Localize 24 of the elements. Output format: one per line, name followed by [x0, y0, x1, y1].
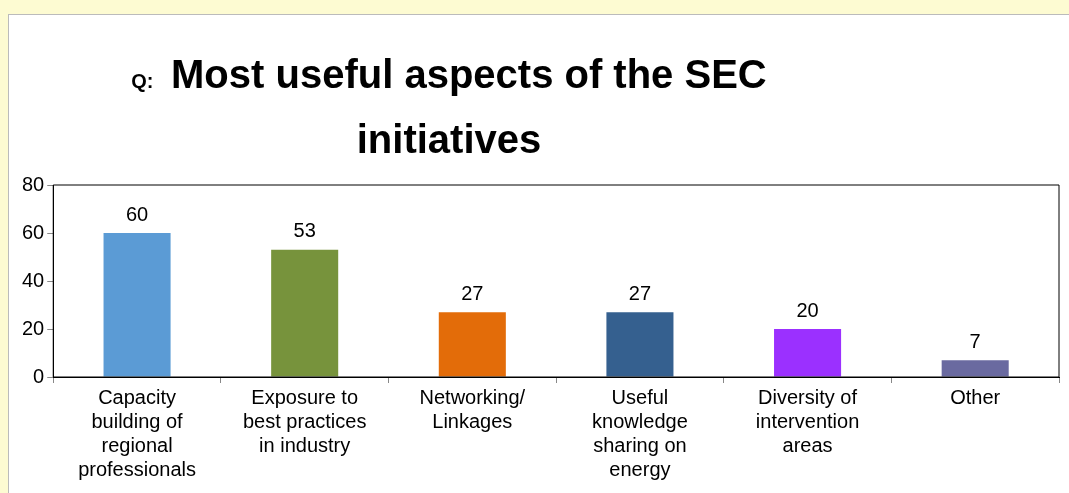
bar: [941, 360, 1009, 377]
y-tick-label: 40: [22, 268, 45, 291]
bar: [606, 312, 674, 377]
data-label: 27: [628, 281, 652, 304]
x-tick-label: Exposure to best practices in industry: [242, 385, 367, 456]
bar: [271, 249, 339, 377]
data-label: 60: [125, 202, 149, 225]
y-tick-label: 60: [22, 220, 45, 243]
data-label: 20: [796, 298, 819, 321]
x-tick-label: Networking/ Linkages: [419, 385, 526, 432]
y-tick-label: 80: [22, 172, 45, 195]
bar: [103, 233, 171, 377]
data-label: 53: [293, 219, 316, 242]
bar: [774, 329, 842, 377]
data-label: 27: [461, 281, 484, 304]
y-tick-label: 20: [22, 316, 45, 339]
bar: [438, 312, 506, 377]
x-tick-label: Useful knowledge sharing on energy: [592, 385, 688, 480]
x-tick-label: Other: [950, 385, 1001, 408]
x-tick-label: Diversity of intervention areas: [755, 385, 860, 456]
y-tick-label: 0: [33, 364, 45, 387]
chart-title: Q: Most useful aspects of the SEC initiatives: [131, 52, 767, 161]
x-tick-label: Capacity building of regional professionals: [78, 385, 196, 480]
data-label: 7: [969, 329, 981, 352]
